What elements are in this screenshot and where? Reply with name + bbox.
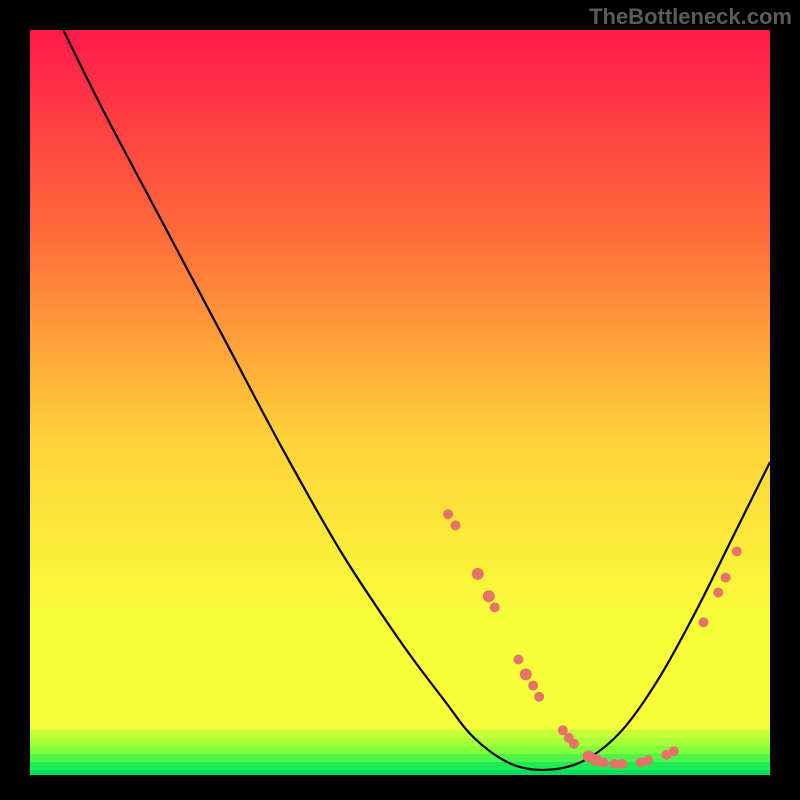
green-band-group <box>30 730 770 775</box>
bottleneck-curve-chart <box>30 30 770 775</box>
chart-plot-area <box>30 30 770 775</box>
gradient-background <box>30 30 770 775</box>
watermark-text: TheBottleneck.com <box>589 4 792 30</box>
